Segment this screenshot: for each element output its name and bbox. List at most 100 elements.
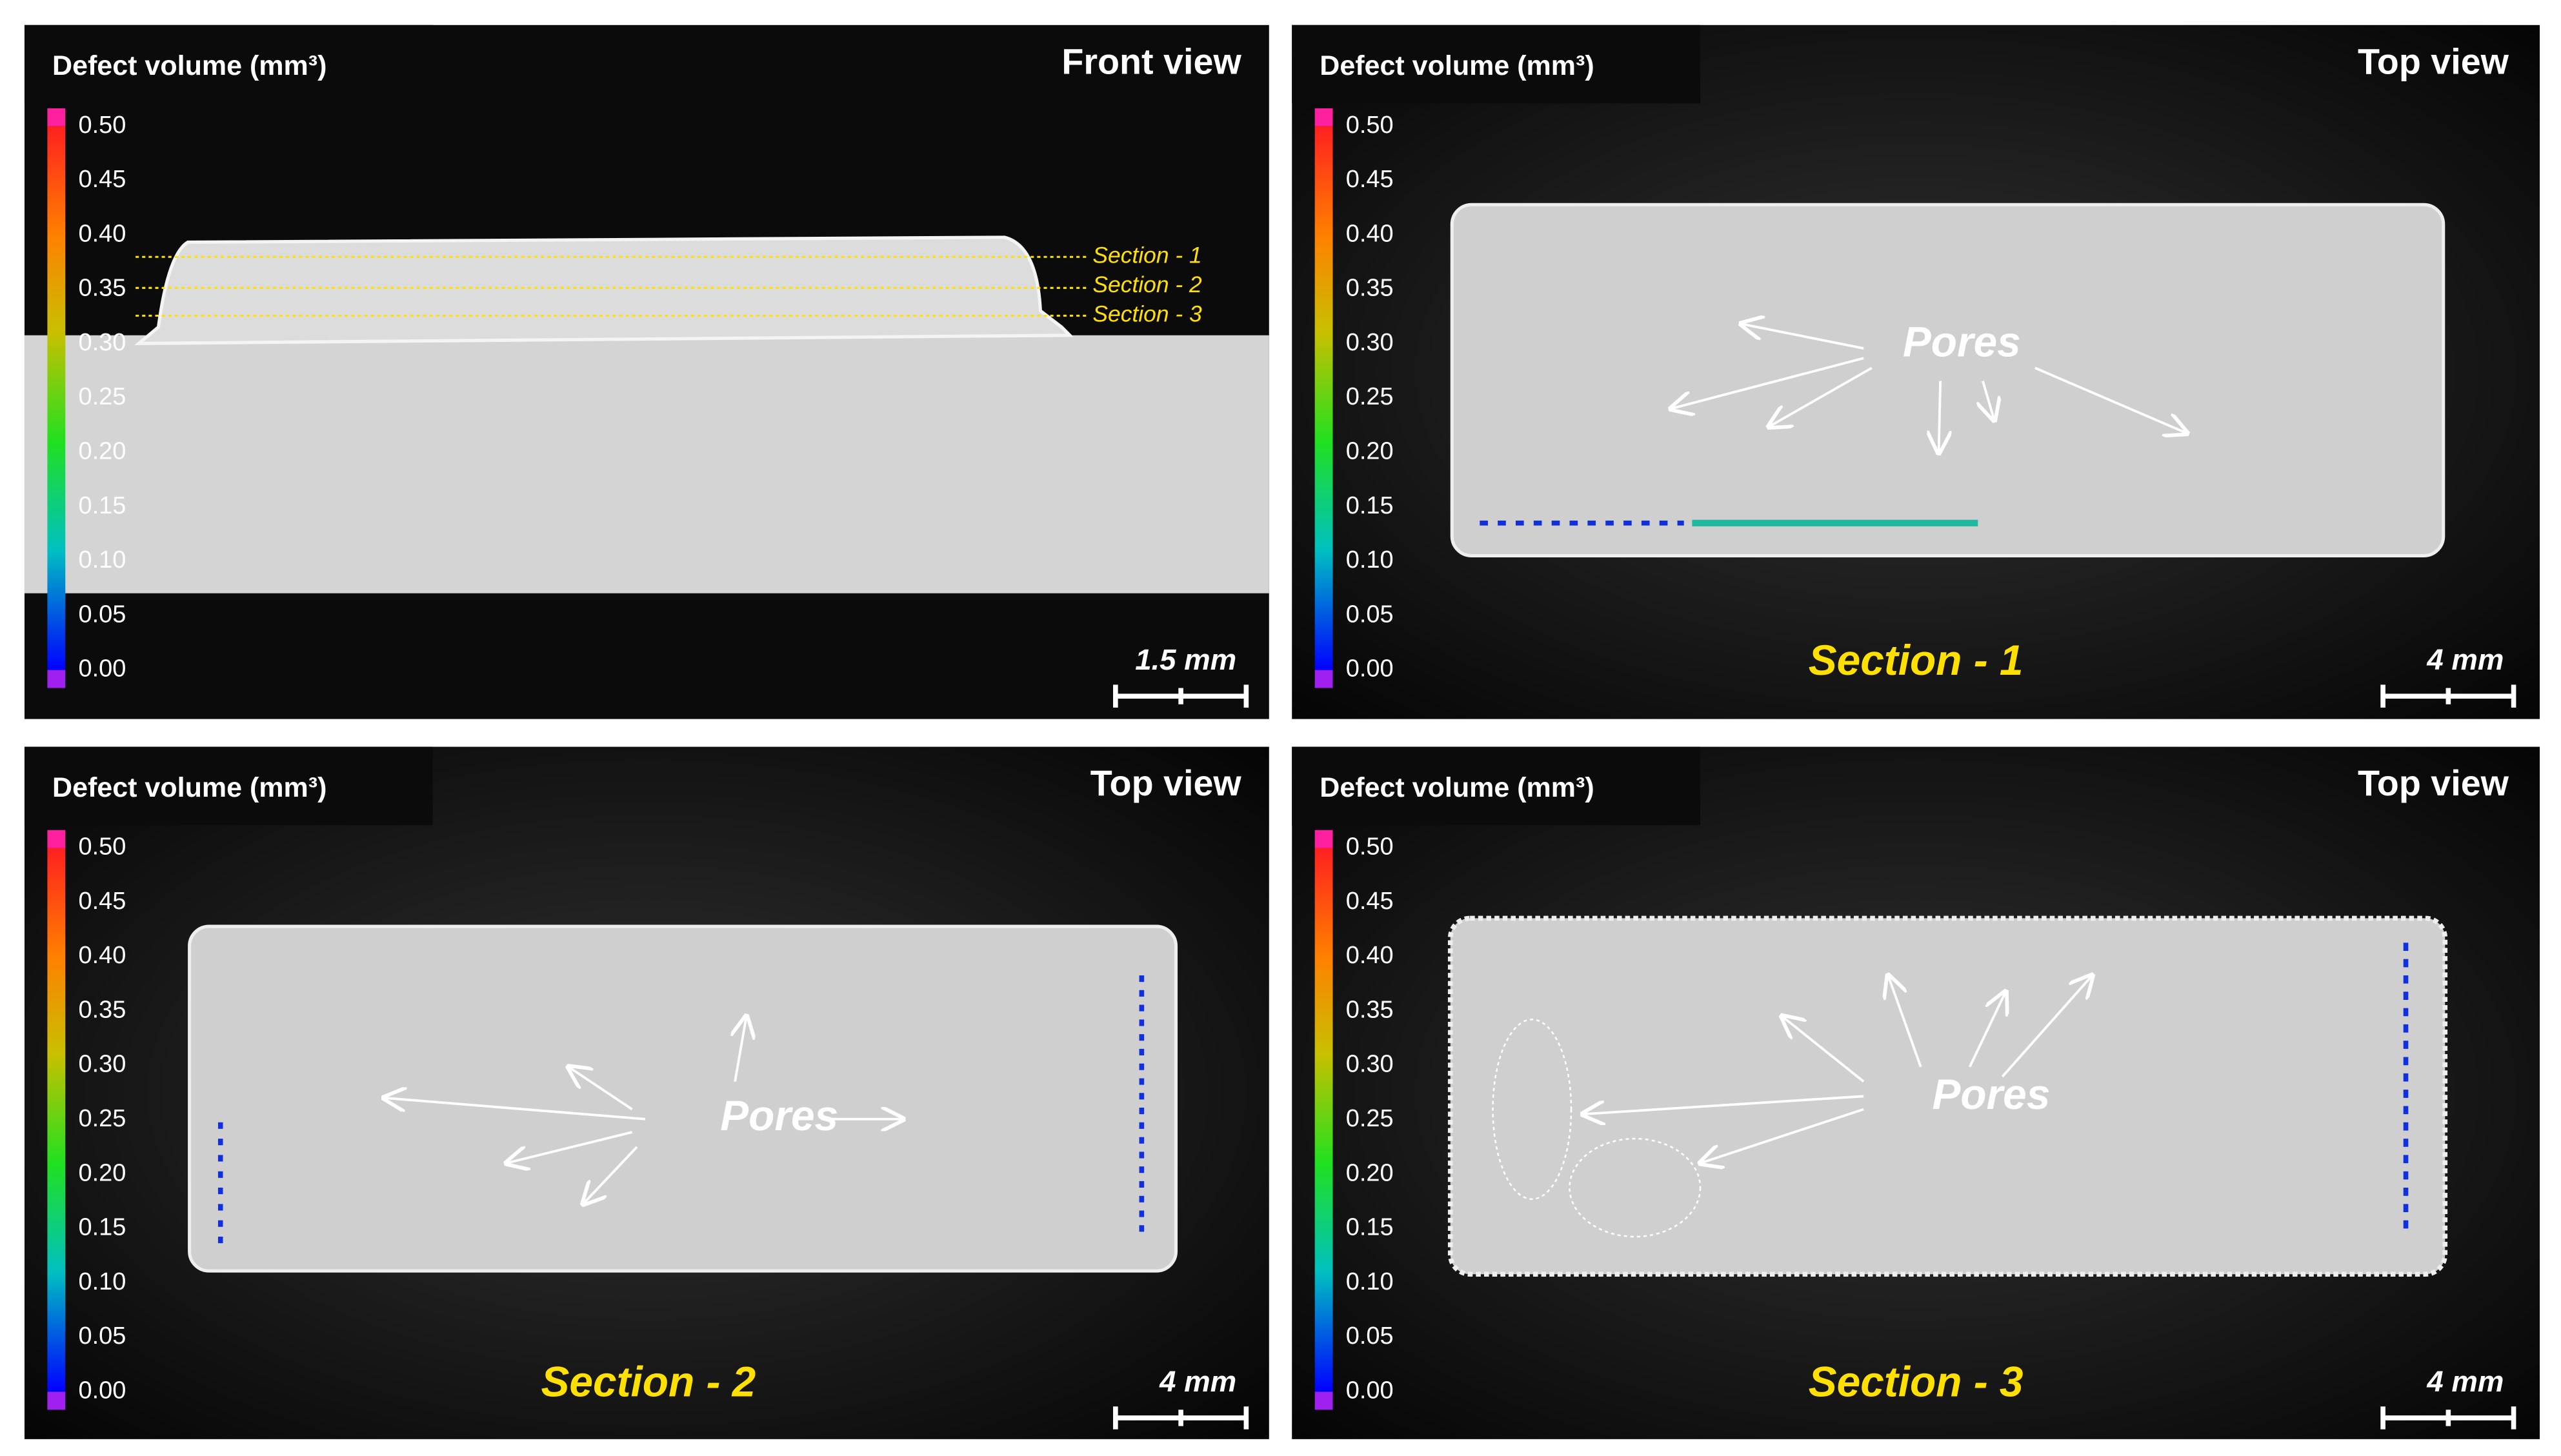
colorbar-tick: 0.20: [1346, 1159, 1394, 1186]
colorbar-tick: 0.25: [1346, 1105, 1394, 1132]
scale-bar: [1113, 684, 1249, 708]
section-label: Section - 2: [541, 1358, 756, 1406]
arrow: [2034, 366, 2187, 433]
colorbar-tick: 0.45: [1346, 166, 1394, 193]
colorbar-tick: 0.20: [1346, 438, 1394, 465]
arrow: [583, 1146, 638, 1204]
specimen: [188, 924, 1178, 1273]
arrow: [1700, 1108, 1864, 1164]
arrow: [1741, 324, 1864, 350]
colorbar-title: Defect volume (mm³): [1320, 772, 1594, 803]
arrow: [384, 1098, 645, 1121]
plate: [24, 335, 1269, 593]
colorbar-max: [1314, 830, 1333, 848]
title-bg: [24, 746, 433, 826]
colorbar-tick: 0.35: [1346, 275, 1394, 302]
panel: Defect volume (mm³) 0.50 0.45 0.40 0.35 0.30 0…: [1292, 746, 2540, 1439]
colorbar: [47, 126, 66, 670]
colorbar-tick: 0.30: [79, 1051, 126, 1078]
colorbar-tick: 0.15: [1346, 492, 1394, 519]
arrow: [1888, 975, 1922, 1068]
annotation: Pores: [720, 1092, 838, 1139]
scale-bar-label: 4 mm: [2426, 643, 2504, 676]
colorbar-tick: 0.40: [79, 942, 126, 969]
colorbar-tick: 0.25: [1346, 383, 1394, 410]
colorbar-tick: 0.10: [1346, 1268, 1394, 1295]
colorbar: [1314, 126, 1333, 670]
view-label: Top view: [1090, 763, 1242, 803]
specimen: [1447, 915, 2448, 1277]
colorbar-tick: 0.25: [79, 1105, 126, 1132]
colorbar-tick: 0.30: [1346, 329, 1394, 356]
colorbar-tick: 0.20: [79, 438, 126, 465]
colorbar-tick: 0.05: [79, 601, 126, 628]
colorbar-tick: 0.40: [1346, 220, 1394, 247]
annotation: Pores: [1932, 1070, 2050, 1118]
colorbar-tick: 0.05: [1346, 1322, 1394, 1350]
colorbar-min: [1314, 1391, 1333, 1410]
arrow: [1769, 366, 1873, 426]
colorbar-min: [47, 1391, 66, 1410]
colorbar-tick: 0.25: [79, 383, 126, 410]
arrow: [1671, 357, 1864, 408]
section-label: Section - 1: [1809, 636, 2024, 684]
scale-bar: [1113, 1406, 1249, 1430]
deposit: [134, 235, 1074, 345]
colorbar-max: [47, 830, 66, 848]
region: [1569, 1137, 1702, 1238]
specimen: [1450, 203, 2446, 557]
view-label: Top view: [2358, 41, 2509, 81]
section-line-label: Section - 1: [1092, 243, 1201, 268]
colorbar-tick: 0.45: [79, 166, 126, 193]
colorbar-tick: 0.45: [1346, 888, 1394, 915]
scale-bar: [2380, 684, 2516, 708]
colorbar-title: Defect volume (mm³): [52, 772, 326, 803]
colorbar: [1314, 848, 1333, 1392]
colorbar-tick: 0.40: [79, 220, 126, 247]
colorbar-tick: 0.50: [1346, 112, 1394, 139]
arrow: [1939, 381, 1941, 453]
scale-bar-label: 4 mm: [2426, 1365, 2504, 1398]
colorbar-tick: 0.05: [79, 1322, 126, 1350]
panel: Defect volume (mm³) 0.50 0.45 0.40 0.35 0.30 0…: [24, 746, 1269, 1439]
colorbar-tick: 0.35: [79, 996, 126, 1023]
panel: Defect volume (mm³) 0.50 0.45 0.40 0.35 0.30 0…: [1292, 25, 2540, 719]
colorbar-tick: 0.50: [1346, 833, 1394, 861]
colorbar-tick: 0.00: [79, 1377, 126, 1404]
arrow: [735, 1016, 747, 1082]
colorbar-tick: 0.10: [79, 546, 126, 573]
annotation: Pores: [1903, 317, 2021, 365]
scale-bar-label: 1.5 mm: [1135, 643, 1236, 676]
arrow: [2001, 975, 2092, 1078]
section-label: Section - 3: [1809, 1358, 2024, 1406]
arrow: [1983, 381, 1994, 421]
colorbar-max: [1314, 108, 1333, 126]
colorbar-tick: 0.00: [1346, 655, 1394, 683]
view-label: Front view: [1061, 41, 1241, 81]
colorbar-tick: 0.35: [1346, 996, 1394, 1023]
colorbar-tick: 0.50: [79, 112, 126, 139]
colorbar-tick: 0.05: [1346, 601, 1394, 628]
colorbar-title: Defect volume (mm³): [1320, 50, 1594, 81]
colorbar-tick: 0.00: [79, 655, 126, 683]
section-line-label: Section - 2: [1092, 272, 1202, 297]
section-line-label: Section - 3: [1092, 301, 1202, 327]
colorbar-tick: 0.30: [79, 329, 126, 356]
colorbar-tick: 0.10: [79, 1268, 126, 1295]
colorbar-max: [47, 108, 66, 126]
colorbar-tick: 0.15: [1346, 1214, 1394, 1241]
region: [1492, 1019, 1572, 1201]
scale-bar: [2380, 1406, 2516, 1430]
colorbar-min: [1314, 670, 1333, 688]
colorbar-tick: 0.40: [1346, 942, 1394, 969]
arrow: [1782, 1016, 1865, 1082]
title-bg: [1292, 746, 1701, 826]
view-label: Top view: [2358, 763, 2509, 803]
colorbar-tick: 0.00: [1346, 1377, 1394, 1404]
colorbar-tick: 0.30: [1346, 1051, 1394, 1078]
colorbar-tick: 0.15: [79, 1214, 126, 1241]
colorbar-tick: 0.35: [79, 275, 126, 302]
colorbar-title: Defect volume (mm³): [52, 50, 326, 81]
colorbar-tick: 0.45: [79, 888, 126, 915]
colorbar: [47, 848, 66, 1392]
